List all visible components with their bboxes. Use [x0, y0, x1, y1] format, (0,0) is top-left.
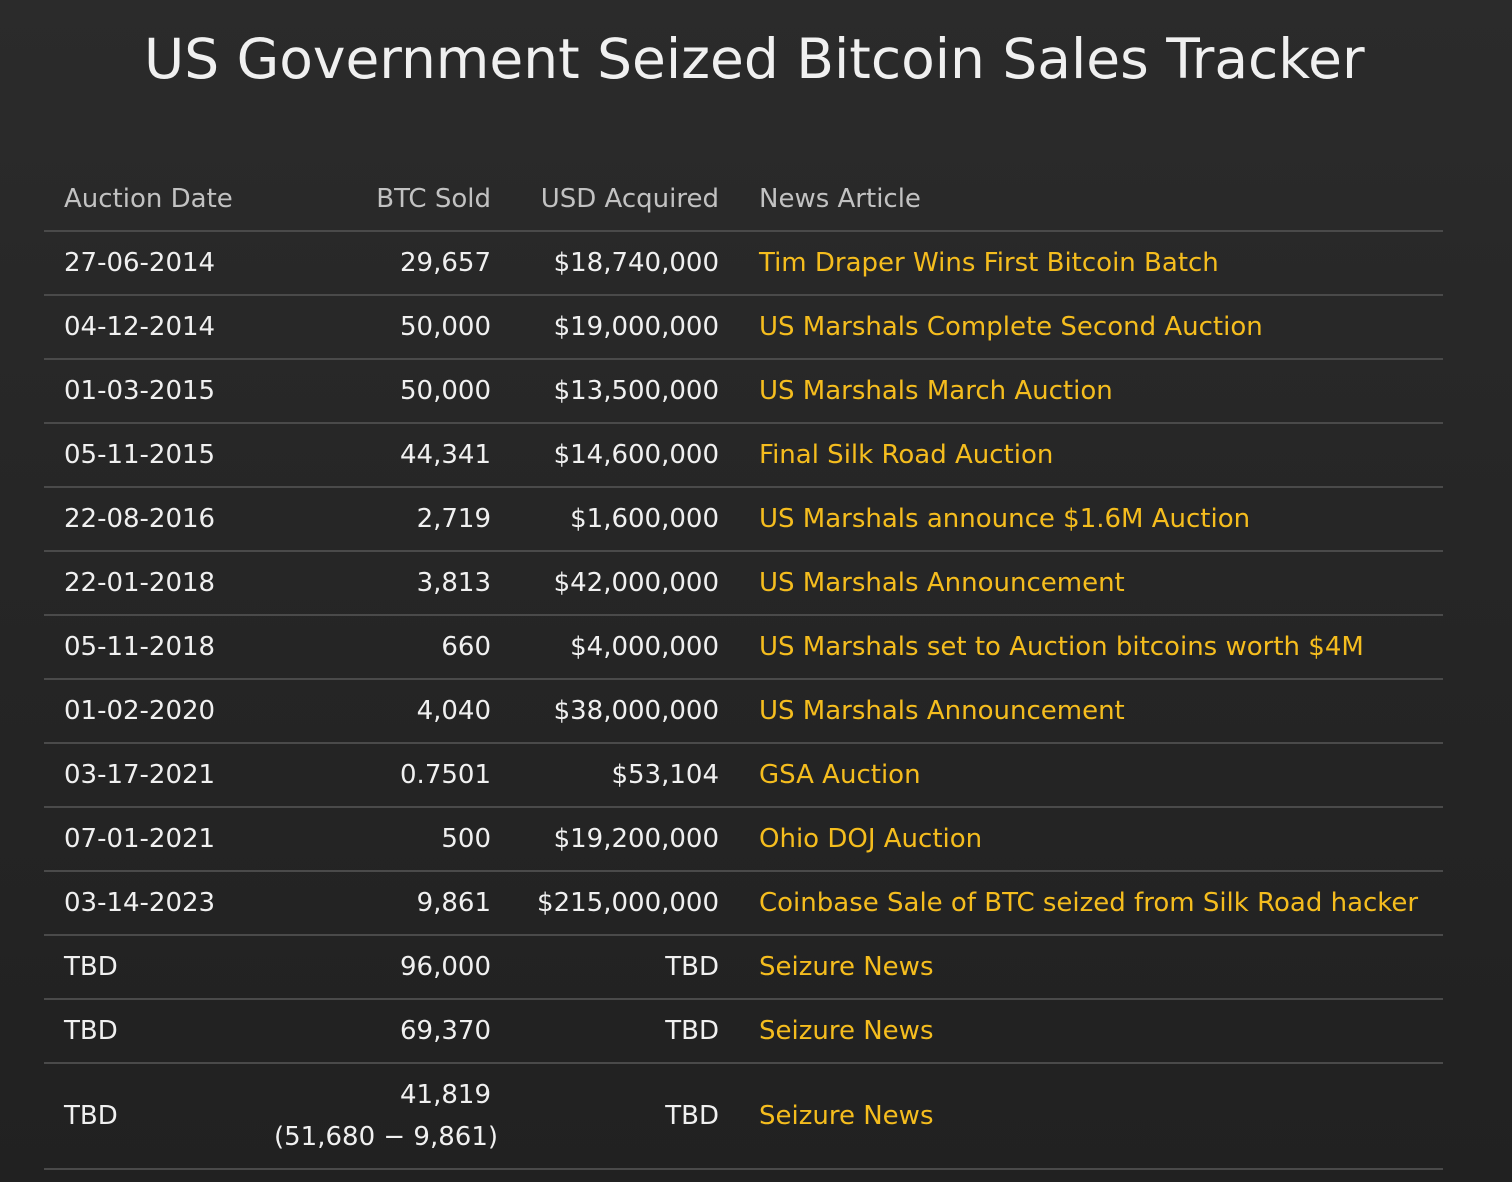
news-cell: Seizure News — [739, 935, 1443, 1000]
auction-date-cell: 22-08-2016 — [44, 487, 254, 552]
table-row: TBD 96,000 TBD Seizure News — [44, 935, 1443, 1000]
news-cell: Seizure News — [739, 1063, 1443, 1170]
btc-sold-note: (51,680 − 9,861) — [274, 1122, 499, 1152]
news-article-link[interactable]: US Marshals Complete Second Auction — [759, 312, 1263, 342]
auction-date-cell: 03-14-2023 — [44, 871, 254, 936]
btc-sold-cell: 660 — [254, 615, 511, 680]
table-row: 05-11-2015 44,341 $14,600,000 Final Silk… — [44, 423, 1443, 488]
table-row: 03-17-2021 0.7501 $53,104 GSA Auction — [44, 743, 1443, 808]
table-row: TBD 41,819 (51,680 − 9,861) TBD Seizure … — [44, 1063, 1443, 1170]
usd-acquired-cell: $42,000,000 — [511, 551, 739, 616]
news-article-link[interactable]: Seizure News — [759, 1016, 934, 1046]
usd-acquired-cell: $53,104 — [511, 743, 739, 808]
auction-date-cell: 04-12-2014 — [44, 295, 254, 360]
btc-sold-cell: 3,813 — [254, 551, 511, 616]
btc-sold-cell: 29,657 — [254, 231, 511, 296]
btc-sold-value: 41,819 — [400, 1080, 491, 1110]
usd-acquired-cell: $1,600,000 — [511, 487, 739, 552]
news-cell: US Marshals Complete Second Auction — [739, 295, 1443, 360]
usd-acquired-cell: $38,000,000 — [511, 679, 739, 744]
news-cell: US Marshals March Auction — [739, 359, 1443, 424]
table-row: 07-01-2021 500 $19,200,000 Ohio DOJ Auct… — [44, 807, 1443, 872]
auction-date-cell: 01-03-2015 — [44, 359, 254, 424]
auction-date-cell: TBD — [44, 1063, 254, 1170]
auction-date-cell: TBD — [44, 935, 254, 1000]
news-article-link[interactable]: US Marshals announce $1.6M Auction — [759, 504, 1251, 534]
table-row: 04-12-2014 50,000 $19,000,000 US Marshal… — [44, 295, 1443, 360]
table-row: TBD 69,370 TBD Seizure News — [44, 999, 1443, 1064]
news-article-link[interactable]: Coinbase Sale of BTC seized from Silk Ro… — [759, 888, 1419, 918]
btc-sold-cell: 500 — [254, 807, 511, 872]
btc-sold-cell: 69,370 — [254, 999, 511, 1064]
auction-date-cell: 07-01-2021 — [44, 807, 254, 872]
auction-date-cell: 05-11-2018 — [44, 615, 254, 680]
news-cell: Seizure News — [739, 999, 1443, 1064]
news-cell: GSA Auction — [739, 743, 1443, 808]
table-row: 01-03-2015 50,000 $13,500,000 US Marshal… — [44, 359, 1443, 424]
table-header-row: Auction Date BTC Sold USD Acquired News … — [44, 168, 1443, 232]
news-cell: US Marshals Announcement — [739, 551, 1443, 616]
usd-acquired-cell: TBD — [511, 935, 739, 1000]
usd-acquired-cell: $19,000,000 — [511, 295, 739, 360]
btc-sold-cell: 50,000 — [254, 359, 511, 424]
sales-table: Auction Date BTC Sold USD Acquired News … — [44, 168, 1443, 1170]
news-cell: Tim Draper Wins First Bitcoin Batch — [739, 231, 1443, 296]
news-article-link[interactable]: US Marshals Announcement — [759, 696, 1125, 726]
news-cell: Ohio DOJ Auction — [739, 807, 1443, 872]
auction-date-cell: 03-17-2021 — [44, 743, 254, 808]
auction-date-cell: 22-01-2018 — [44, 551, 254, 616]
btc-sold-cell: 9,861 — [254, 871, 511, 936]
auction-date-cell: 27-06-2014 — [44, 231, 254, 296]
news-article-link[interactable]: US Marshals Announcement — [759, 568, 1125, 598]
news-article-link[interactable]: Seizure News — [759, 1101, 934, 1131]
auction-date-cell: TBD — [44, 999, 254, 1064]
column-header-usd-acquired: USD Acquired — [511, 168, 739, 232]
btc-sold-cell: 44,341 — [254, 423, 511, 488]
table-row: 27-06-2014 29,657 $18,740,000 Tim Draper… — [44, 231, 1443, 296]
table-row: 22-08-2016 2,719 $1,600,000 US Marshals … — [44, 487, 1443, 552]
table-row: 03-14-2023 9,861 $215,000,000 Coinbase S… — [44, 871, 1443, 936]
usd-acquired-cell: TBD — [511, 999, 739, 1064]
btc-sold-cell: 41,819 (51,680 − 9,861) — [254, 1063, 511, 1170]
news-cell: Final Silk Road Auction — [739, 423, 1443, 488]
usd-acquired-cell: $13,500,000 — [511, 359, 739, 424]
news-cell: US Marshals Announcement — [739, 679, 1443, 744]
btc-sold-cell: 4,040 — [254, 679, 511, 744]
news-article-link[interactable]: Seizure News — [759, 952, 934, 982]
news-article-link[interactable]: Final Silk Road Auction — [759, 440, 1054, 470]
news-article-link[interactable]: Tim Draper Wins First Bitcoin Batch — [759, 248, 1219, 278]
btc-sold-cell: 2,719 — [254, 487, 511, 552]
btc-sold-cell: 0.7501 — [254, 743, 511, 808]
usd-acquired-cell: $4,000,000 — [511, 615, 739, 680]
usd-acquired-cell: $215,000,000 — [511, 871, 739, 936]
auction-date-cell: 01-02-2020 — [44, 679, 254, 744]
auction-date-cell: 05-11-2015 — [44, 423, 254, 488]
usd-acquired-cell: TBD — [511, 1063, 739, 1170]
table-row: 22-01-2018 3,813 $42,000,000 US Marshals… — [44, 551, 1443, 616]
column-header-btc-sold: BTC Sold — [254, 168, 511, 232]
usd-acquired-cell: $14,600,000 — [511, 423, 739, 488]
page-title: US Government Seized Bitcoin Sales Track… — [144, 27, 1365, 91]
column-header-news-article: News Article — [739, 168, 1443, 232]
news-article-link[interactable]: US Marshals set to Auction bitcoins wort… — [759, 632, 1364, 662]
usd-acquired-cell: $18,740,000 — [511, 231, 739, 296]
news-article-link[interactable]: Ohio DOJ Auction — [759, 824, 983, 854]
btc-sold-cell: 50,000 — [254, 295, 511, 360]
news-cell: Coinbase Sale of BTC seized from Silk Ro… — [739, 871, 1443, 936]
news-cell: US Marshals set to Auction bitcoins wort… — [739, 615, 1443, 680]
news-article-link[interactable]: GSA Auction — [759, 760, 921, 790]
usd-acquired-cell: $19,200,000 — [511, 807, 739, 872]
news-article-link[interactable]: US Marshals March Auction — [759, 376, 1113, 406]
table-row: 05-11-2018 660 $4,000,000 US Marshals se… — [44, 615, 1443, 680]
btc-sold-cell: 96,000 — [254, 935, 511, 1000]
column-header-auction-date: Auction Date — [44, 168, 254, 232]
news-cell: US Marshals announce $1.6M Auction — [739, 487, 1443, 552]
table-row: 01-02-2020 4,040 $38,000,000 US Marshals… — [44, 679, 1443, 744]
